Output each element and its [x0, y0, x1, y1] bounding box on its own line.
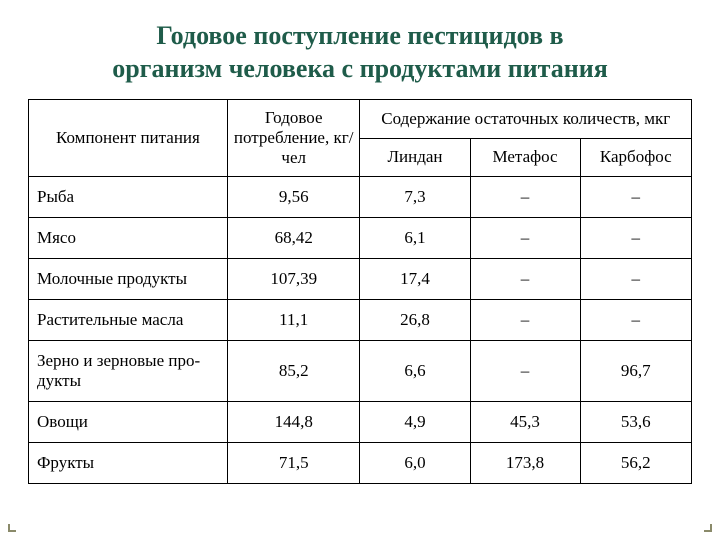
cell-metafos: –: [470, 300, 580, 341]
header-lindan: Линдан: [360, 138, 470, 177]
cell-karbofos: 53,6: [580, 402, 691, 443]
table-row: Фрукты71,56,0173,856,2: [29, 443, 692, 484]
table-row: Мясо68,426,1––: [29, 218, 692, 259]
header-component: Компонент питания: [29, 100, 228, 177]
cell-label: Овощи: [29, 402, 228, 443]
header-karbofos: Карбофос: [580, 138, 691, 177]
cell-karbofos: –: [580, 300, 691, 341]
slide: Годовое поступление пестицидов в организ…: [0, 0, 720, 540]
header-residual-group: Содержание остаточных количеств, мкг: [360, 100, 692, 139]
corner-decoration-bl: [8, 524, 16, 532]
header-annual: Годовое потребление, кг/чел: [227, 100, 360, 177]
cell-metafos: 45,3: [470, 402, 580, 443]
cell-label: Рыба: [29, 177, 228, 218]
header-row-1: Компонент питания Годовое потребление, к…: [29, 100, 692, 139]
cell-metafos: –: [470, 177, 580, 218]
cell-lindan: 4,9: [360, 402, 470, 443]
cell-karbofos: –: [580, 218, 691, 259]
cell-karbofos: 56,2: [580, 443, 691, 484]
cell-lindan: 6,1: [360, 218, 470, 259]
cell-karbofos: –: [580, 177, 691, 218]
table-row: Растительные масла11,126,8––: [29, 300, 692, 341]
table-row: Зерно и зерновые про-дукты85,26,6–96,7: [29, 341, 692, 402]
cell-label: Фрукты: [29, 443, 228, 484]
cell-annual: 107,39: [227, 259, 360, 300]
corner-decoration-br: [704, 524, 712, 532]
table-body: Рыба9,567,3––Мясо68,426,1––Молочные прод…: [29, 177, 692, 484]
cell-metafos: 173,8: [470, 443, 580, 484]
title-line-2: организм человека с продуктами питания: [112, 54, 608, 83]
cell-label: Мясо: [29, 218, 228, 259]
table-row: Рыба9,567,3––: [29, 177, 692, 218]
cell-annual: 144,8: [227, 402, 360, 443]
data-table-wrap: Компонент питания Годовое потребление, к…: [28, 99, 692, 484]
cell-annual: 71,5: [227, 443, 360, 484]
cell-metafos: –: [470, 218, 580, 259]
cell-annual: 85,2: [227, 341, 360, 402]
header-metafos: Метафос: [470, 138, 580, 177]
cell-metafos: –: [470, 259, 580, 300]
cell-label: Молочные продукты: [29, 259, 228, 300]
cell-lindan: 17,4: [360, 259, 470, 300]
cell-karbofos: –: [580, 259, 691, 300]
table-row: Овощи144,84,945,353,6: [29, 402, 692, 443]
cell-label: Растительные масла: [29, 300, 228, 341]
cell-label: Зерно и зерновые про-дукты: [29, 341, 228, 402]
cell-annual: 9,56: [227, 177, 360, 218]
slide-title: Годовое поступление пестицидов в организ…: [28, 20, 692, 85]
title-line-1: Годовое поступление пестицидов в: [156, 21, 563, 50]
cell-lindan: 6,6: [360, 341, 470, 402]
table-head: Компонент питания Годовое потребление, к…: [29, 100, 692, 177]
cell-annual: 68,42: [227, 218, 360, 259]
table-row: Молочные продукты107,3917,4––: [29, 259, 692, 300]
cell-annual: 11,1: [227, 300, 360, 341]
cell-metafos: –: [470, 341, 580, 402]
cell-lindan: 26,8: [360, 300, 470, 341]
cell-lindan: 7,3: [360, 177, 470, 218]
pesticide-table: Компонент питания Годовое потребление, к…: [28, 99, 692, 484]
cell-karbofos: 96,7: [580, 341, 691, 402]
cell-lindan: 6,0: [360, 443, 470, 484]
